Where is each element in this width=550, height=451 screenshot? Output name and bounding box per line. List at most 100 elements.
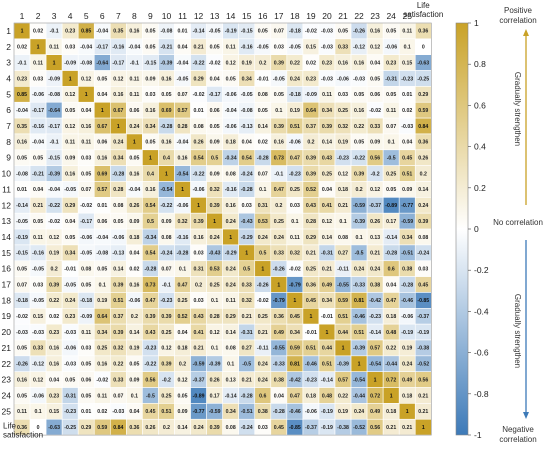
cell-value-label: 0.2 <box>195 282 202 288</box>
cell-value-label: 0.12 <box>161 346 171 352</box>
cell-value-label: -0.05 <box>241 92 253 98</box>
cell-value-label: -0.39 <box>353 346 365 352</box>
cell-value-label: 0.45 <box>418 282 428 288</box>
cell-value-label: 0.04 <box>129 251 139 257</box>
cell-value-label: -0.04 <box>48 187 60 193</box>
column-label: 10 <box>162 11 172 21</box>
cell-value-label: 0.05 <box>386 29 396 35</box>
cell-value-label: -0.54 <box>369 362 381 368</box>
cell-value-label: 0.11 <box>49 45 59 51</box>
cell-value-label: 0.09 <box>161 219 171 225</box>
cell-value-label: 0.18 <box>402 393 412 399</box>
cell-value-label: 0.18 <box>386 409 396 415</box>
cell-value-label: 0.6 <box>388 266 395 272</box>
cell-value-label: -0.2 <box>371 171 380 177</box>
cell-value-label: 0.23 <box>49 393 59 399</box>
cell-value-label: -0.17 <box>32 108 44 114</box>
cell-value-label: -0.12 <box>32 362 44 368</box>
cell-value-label: -0.43 <box>241 219 253 225</box>
cell-value-label: 0.57 <box>370 346 380 352</box>
cell-value-label: 0.05 <box>145 140 155 146</box>
cell-value-label: 0.54 <box>145 251 155 257</box>
cell-value-label: 0.18 <box>129 235 139 241</box>
cell-value-label: -0.06 <box>32 92 44 98</box>
cell-value-label: -0.1 <box>274 171 283 177</box>
cell-value-label: 0.05 <box>65 235 75 241</box>
cell-value-label: 0.08 <box>226 346 236 352</box>
cell-value-label: -0.5 <box>387 156 396 162</box>
cell-value-label: 0.29 <box>306 235 316 241</box>
cell-value-label: -0.18 <box>16 298 28 304</box>
cell-value-label: 0.05 <box>354 140 364 146</box>
cell-value-label: 0.34 <box>322 298 332 304</box>
cell-value-label: -0.06 <box>32 393 44 399</box>
cell-value-label: -0.05 <box>289 45 301 51</box>
cell-value-label: 0.39 <box>418 219 428 225</box>
cell-value-label: -0.77 <box>401 203 413 209</box>
cell-value-label: 0.05 <box>338 29 348 35</box>
cell-value-label: 1 <box>277 282 280 288</box>
cell-value-label: 0.24 <box>113 140 123 146</box>
cell-value-label: 0.04 <box>49 377 59 383</box>
cell-value-label: -0.03 <box>321 76 333 82</box>
cell-value-label: 0.08 <box>194 124 204 130</box>
cell-value-label: 0.44 <box>338 330 348 336</box>
cell-value-label: -0.31 <box>241 330 253 336</box>
cell-value-label: 0.85 <box>81 29 91 35</box>
cell-value-label: -0.06 <box>193 187 205 193</box>
cell-value-label: 0.05 <box>17 266 27 272</box>
cell-value-label: 0.49 <box>402 377 412 383</box>
row-label: 5 <box>6 89 11 99</box>
column-label: 21 <box>338 11 348 21</box>
cell-value-label: -0.26 <box>257 282 269 288</box>
cell-value-label: -0.59 <box>353 203 365 209</box>
cell-value-label: -0.04 <box>16 108 28 114</box>
cell-value-label: -0.06 <box>80 235 92 241</box>
cell-value-label: 0.12 <box>322 219 332 225</box>
cell-value-label: 0.24 <box>258 362 268 368</box>
cell-value-label: 1 <box>85 92 88 98</box>
cell-value-label: 0.51 <box>113 298 123 304</box>
cell-value-label: 0.2 <box>307 140 314 146</box>
cell-value-label: 0.08 <box>226 425 236 431</box>
cell-value-label: 0.05 <box>113 219 123 225</box>
cell-value-label: 0.1 <box>179 266 186 272</box>
cell-value-label: 0.43 <box>306 203 316 209</box>
cell-value-label: 0.28 <box>177 124 187 130</box>
cell-value-label: 0.39 <box>49 282 59 288</box>
colorbar-tick-label: 0 <box>474 224 479 234</box>
cell-value-label: -0.77 <box>193 409 205 415</box>
column-label: 13 <box>210 11 220 21</box>
row-label: 1 <box>6 26 11 36</box>
cell-value-label: 0.24 <box>274 235 284 241</box>
cell-value-label: 0.03 <box>33 282 43 288</box>
cell-value-label: 0.06 <box>210 108 220 114</box>
cell-value-label: -0.34 <box>225 156 237 162</box>
cell-value-label: -0.34 <box>145 235 157 241</box>
cell-value-label: 0.03 <box>418 266 428 272</box>
cell-value-label: 0.34 <box>145 124 155 130</box>
cell-value-label: 0.12 <box>177 377 187 383</box>
cell-value-label: 0.4 <box>147 171 154 177</box>
column-label: 19 <box>306 11 316 21</box>
cell-value-label: 1 <box>197 203 200 209</box>
cell-value-label: 0.04 <box>322 187 332 193</box>
cell-value-label: 0.51 <box>306 346 316 352</box>
cell-value-label: 1 <box>261 266 264 272</box>
cell-value-label: -0.28 <box>112 171 124 177</box>
cell-value-label: 0.43 <box>194 314 204 320</box>
cell-value-label: -0.24 <box>241 425 253 431</box>
cell-value-label: 0.16 <box>370 29 380 35</box>
cell-value-label: -0.85 <box>289 425 301 431</box>
cell-value-label: -0.39 <box>353 219 365 225</box>
cell-value-label: 0.54 <box>194 156 204 162</box>
cell-value-label: 0.24 <box>258 235 268 241</box>
cell-value-label: -0.85 <box>417 298 429 304</box>
cell-value-label: 0.19 <box>129 346 139 352</box>
cell-value-label: 0.16 <box>177 156 187 162</box>
cell-value-label: -0.01 <box>64 266 76 272</box>
cell-value-label: 0.16 <box>49 346 59 352</box>
cell-value-label: 0.1 <box>339 219 346 225</box>
cell-value-label: -0.08 <box>241 108 253 114</box>
cell-value-label: 0.07 <box>81 187 91 193</box>
